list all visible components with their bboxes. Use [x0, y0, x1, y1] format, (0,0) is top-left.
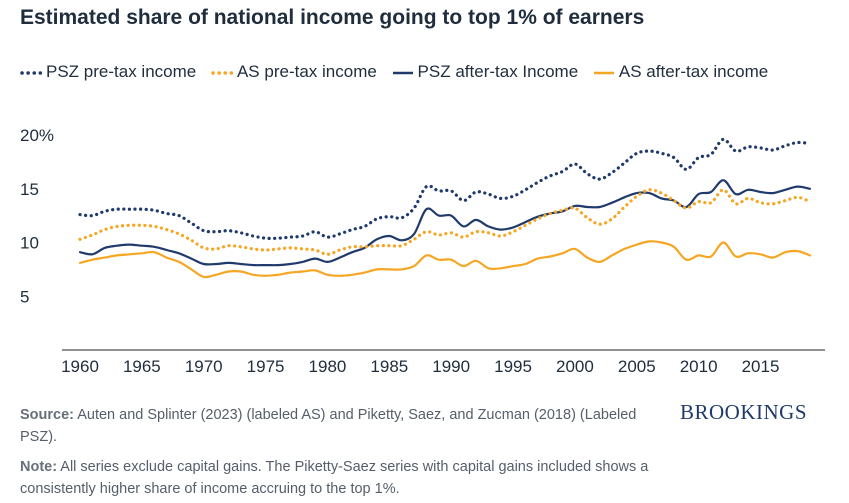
footnote: Note: All series exclude capital gains. …: [20, 456, 660, 500]
legend-label: AS after-tax income: [618, 62, 769, 81]
x-tick-label: 1985: [370, 357, 408, 376]
x-tick-label: 1970: [185, 357, 223, 376]
x-tick-label: 1975: [247, 357, 285, 376]
y-tick-label: 20%: [20, 126, 54, 145]
x-tick-label: 1995: [494, 357, 532, 376]
y-tick-label: 10: [20, 234, 39, 253]
legend: PSZ pre-tax income AS pre-tax income PSZ…: [20, 58, 820, 85]
note-label: Note:: [20, 459, 58, 475]
legend-item-as-pretax: AS pre-tax income: [211, 62, 382, 81]
legend-item-psz-pretax: PSZ pre-tax income: [20, 62, 201, 81]
source-label: Source:: [20, 407, 74, 423]
x-tick-label: 1960: [61, 357, 99, 376]
legend-label: PSZ after-tax Income: [417, 62, 579, 81]
line-chart: 5 10 15 20% 1960 1965 1970 1975 1980 1985 1990 1995…: [20, 126, 825, 376]
legend-swatch-as-aftertax: [593, 71, 614, 74]
series-line-psz-aftertax: [78, 179, 812, 267]
y-tick-label: 15: [20, 180, 39, 199]
x-tick-label: 2015: [742, 357, 780, 376]
source-note: Source: Auten and Splinter (2023) (label…: [20, 404, 660, 448]
x-tick-label: 1965: [123, 357, 161, 376]
legend-swatch-as-pretax: [211, 70, 234, 75]
x-tick-label: 2010: [680, 357, 718, 376]
legend-item-psz-aftertax: PSZ after-tax Income: [392, 62, 583, 81]
x-tick-label: 1990: [432, 357, 470, 376]
x-tick-label: 2000: [556, 357, 594, 376]
legend-swatch-psz-aftertax: [392, 71, 413, 74]
legend-swatch-psz-pretax: [20, 70, 43, 75]
x-tick-label: 1980: [309, 357, 347, 376]
series-line-as-aftertax: [78, 240, 812, 279]
legend-item-as-aftertax: AS after-tax income: [593, 62, 768, 81]
series-line-as-pretax: [78, 188, 812, 256]
y-tick-label: 5: [20, 287, 29, 306]
legend-label: AS pre-tax income: [236, 62, 377, 81]
legend-label: PSZ pre-tax income: [46, 62, 197, 81]
series-line-psz-pretax: [78, 137, 812, 241]
x-tick-label: 2005: [618, 357, 656, 376]
chart-title: Estimated share of national income going…: [20, 6, 645, 29]
note-text: All series exclude capital gains. The Pi…: [20, 459, 649, 497]
brookings-logo: BROOKINGS: [680, 400, 808, 424]
source-text: Auten and Splinter (2023) (labeled AS) a…: [20, 407, 637, 445]
